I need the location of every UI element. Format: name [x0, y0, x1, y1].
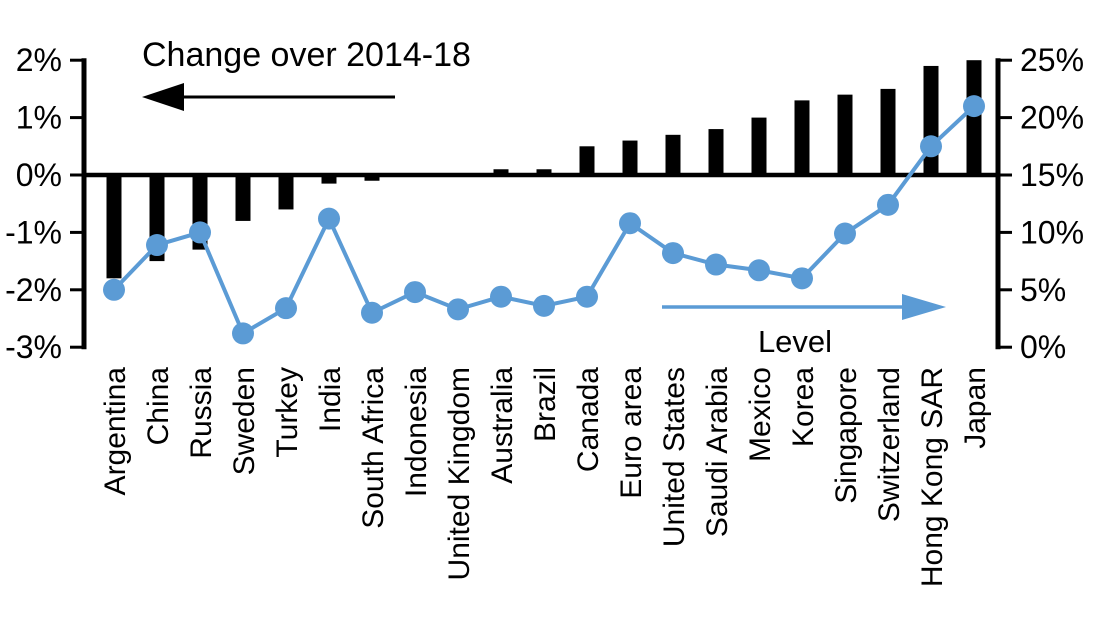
bar-hong-kong-sar	[923, 65, 939, 175]
category-label-korea: Korea	[787, 367, 820, 447]
category-label-switzerland: Switzerland	[873, 367, 906, 522]
bar-canada	[579, 146, 595, 175]
data-point-euro-area	[619, 212, 641, 235]
right-axis-tick-label: 10%	[1020, 214, 1084, 250]
right-arrow-icon	[902, 294, 946, 320]
category-label-russia: Russia	[185, 367, 218, 459]
category-label-argentina: Argentina	[99, 367, 132, 496]
data-point-india	[318, 207, 340, 230]
category-label-japan: Japan	[959, 367, 992, 449]
bar-turkey	[278, 175, 294, 210]
category-label-sweden: Sweden	[228, 367, 261, 475]
category-label-united-kingdom: United Kingdom	[443, 367, 476, 580]
data-point-mexico	[748, 259, 770, 282]
data-point-turkey	[275, 297, 297, 320]
bar-australia	[493, 169, 509, 175]
data-point-hong-kong-sar	[920, 135, 942, 158]
category-label-turkey: Turkey	[271, 367, 304, 458]
right-axis-tick-label: 15%	[1020, 157, 1084, 193]
bar-brazil	[536, 169, 552, 175]
data-point-switzerland	[877, 193, 899, 216]
bar-mexico	[751, 117, 767, 175]
data-point-russia	[189, 221, 211, 244]
category-label-euro-area: Euro area	[615, 367, 648, 499]
right-axis-tick-label: 0%	[1020, 329, 1066, 365]
data-point-united-states	[662, 242, 684, 265]
category-label-united-states: United States	[658, 367, 691, 547]
data-point-china	[146, 234, 168, 257]
data-point-argentina	[103, 278, 125, 301]
category-label-mexico: Mexico	[744, 367, 777, 462]
category-label-hong-kong-sar: Hong Kong SAR	[916, 367, 949, 587]
category-label-china: China	[142, 367, 175, 446]
data-point-united-kingdom	[447, 298, 469, 321]
bar-south-africa	[364, 175, 380, 181]
category-label-singapore: Singapore	[830, 367, 863, 504]
left-axis-tick-label: -1%	[5, 214, 62, 250]
bar-switzerland	[880, 88, 896, 175]
left-axis-tick-label: 1%	[16, 100, 62, 136]
bar-saudi-arabia	[708, 129, 724, 175]
data-point-south-africa	[361, 301, 383, 324]
left-arrow-icon	[142, 83, 184, 111]
right-axis-tick-label: 25%	[1020, 42, 1084, 78]
bar-india	[321, 175, 337, 184]
category-label-australia: Australia	[486, 367, 519, 484]
data-point-sweden	[232, 322, 254, 345]
bar-series-title: Change over 2014-18	[142, 36, 471, 74]
category-label-india: India	[314, 367, 347, 432]
bar-japan	[966, 60, 982, 176]
bar-united-states	[665, 134, 681, 175]
data-point-singapore	[834, 222, 856, 245]
left-axis-tick-label: -2%	[5, 272, 62, 308]
right-axis-tick-label: 5%	[1020, 272, 1066, 308]
category-label-indonesia: Indonesia	[400, 367, 433, 497]
data-point-japan	[963, 95, 985, 118]
category-label-saudi-arabia: Saudi Arabia	[701, 367, 734, 537]
category-label-brazil: Brazil	[529, 367, 562, 442]
bar-singapore	[837, 94, 853, 175]
left-axis-tick-label: 2%	[16, 42, 62, 78]
category-label-canada: Canada	[572, 367, 605, 472]
bar-korea	[794, 100, 810, 175]
line-series-title: Level	[758, 324, 832, 359]
right-axis-tick-label: 20%	[1020, 100, 1084, 136]
bar-euro-area	[622, 140, 638, 175]
data-point-indonesia	[404, 281, 426, 304]
category-label-south-africa: South Africa	[357, 367, 390, 529]
bar-sweden	[235, 175, 251, 221]
data-point-korea	[791, 267, 813, 290]
data-point-australia	[490, 285, 512, 308]
bar-argentina	[106, 175, 122, 279]
data-point-brazil	[533, 294, 555, 317]
left-axis-tick-label: 0%	[16, 157, 62, 193]
data-point-saudi-arabia	[705, 253, 727, 276]
left-axis-tick-label: -3%	[5, 329, 62, 365]
data-point-canada	[576, 285, 598, 308]
